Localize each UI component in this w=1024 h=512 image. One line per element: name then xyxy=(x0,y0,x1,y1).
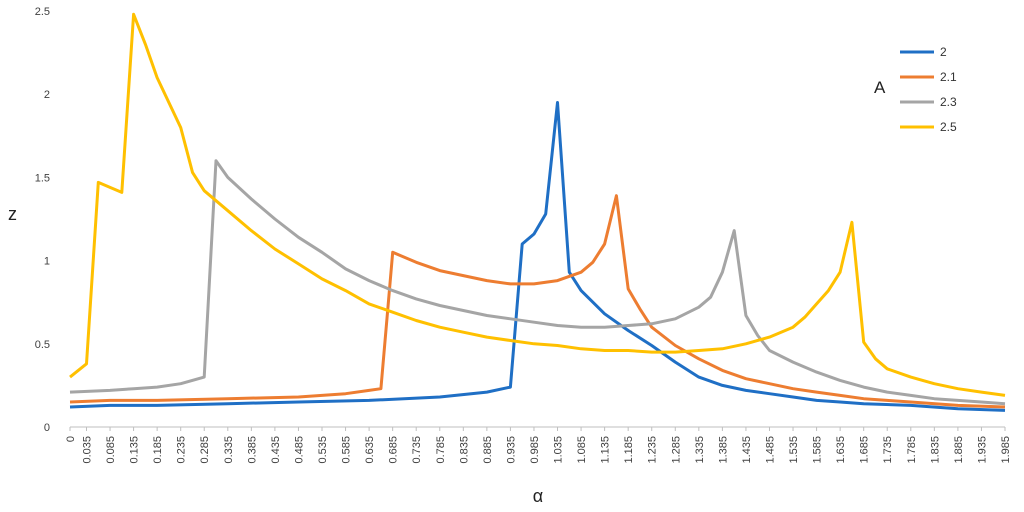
x-tick-label: 0.085 xyxy=(105,436,117,464)
series-line-2-3 xyxy=(69,159,1006,406)
x-tick-label: 0.235 xyxy=(176,436,188,464)
legend-label: 2 xyxy=(940,45,947,59)
x-tick-label: 1.535 xyxy=(788,436,800,464)
series-line-2-5 xyxy=(69,12,1006,397)
x-tick-label: 1.085 xyxy=(576,436,588,464)
y-tick-label: 1.5 xyxy=(35,172,50,184)
x-tick-label: 1.485 xyxy=(764,436,776,464)
x-tick-label: 0.835 xyxy=(458,436,470,464)
x-tick-label: 1.435 xyxy=(741,436,753,464)
legend-label: 2.1 xyxy=(940,70,957,84)
x-tick-label: 0.385 xyxy=(246,436,258,464)
x-tick-label: 0.935 xyxy=(505,436,517,464)
legend-label: 2.3 xyxy=(940,95,957,109)
x-tick-label: 0.685 xyxy=(388,436,400,464)
x-tick-label: 0.035 xyxy=(81,436,93,464)
y-tick-label: 2 xyxy=(44,89,50,101)
x-tick-label: 1.035 xyxy=(553,436,565,464)
y-tick-label: 0 xyxy=(44,422,50,434)
x-tick-label: 1.235 xyxy=(647,436,659,464)
x-tick-label: 1.285 xyxy=(670,436,682,464)
x-tick-label: 0.885 xyxy=(482,436,494,464)
x-tick-label: 1.935 xyxy=(976,436,988,464)
x-tick-label: 1.835 xyxy=(929,436,941,464)
x-tick-label: 1.635 xyxy=(835,436,847,464)
x-tick-label: 0.335 xyxy=(223,436,235,464)
series-line-2-1 xyxy=(69,194,1006,409)
x-tick-label: 0.585 xyxy=(341,436,353,464)
x-tick-label: 1.985 xyxy=(1000,436,1012,464)
y-tick-label: 1 xyxy=(44,256,50,268)
x-tick-label: 0.435 xyxy=(270,436,282,464)
x-tick-label: 1.885 xyxy=(953,436,965,464)
legend-title: A xyxy=(874,78,886,97)
x-tick-label: 0.135 xyxy=(129,436,141,464)
legend-label: 2.5 xyxy=(940,120,957,134)
legend: A 2 2.1 2.3 2.5 xyxy=(874,45,957,134)
series-line-2 xyxy=(69,101,1006,412)
x-tick-label: 0.185 xyxy=(152,436,164,464)
x-tick-label: 1.735 xyxy=(882,436,894,464)
x-tick-label: 0.635 xyxy=(364,436,376,464)
x-tick-label: 1.185 xyxy=(623,436,635,464)
x-axis-ticks: 0 0.035 0.085 0.135 0.185 0.235 0.285 0.335 0.38… xyxy=(65,427,1012,464)
x-tick-label: 1.785 xyxy=(906,436,918,464)
x-axis-title: α xyxy=(533,486,543,506)
x-tick-label: 0.735 xyxy=(411,436,423,464)
x-tick-label: 1.685 xyxy=(859,436,871,464)
x-tick-label: 1.335 xyxy=(694,436,706,464)
y-tick-label: 0.5 xyxy=(35,339,50,351)
x-tick-label: 0.285 xyxy=(199,436,211,464)
x-tick-label: 0.985 xyxy=(529,436,541,464)
y-axis-ticks: 0 0.5 1 1.5 2 2.5 xyxy=(35,6,50,434)
series-lines xyxy=(69,12,1006,412)
x-tick-label: 0.785 xyxy=(435,436,447,464)
x-tick-label: 0.485 xyxy=(293,436,305,464)
x-tick-label: 0.535 xyxy=(317,436,329,464)
y-axis-title: z xyxy=(8,204,17,224)
x-tick-label: 1.585 xyxy=(812,436,824,464)
x-tick-label: 1.385 xyxy=(717,436,729,464)
y-tick-label: 2.5 xyxy=(35,6,50,18)
x-tick-label: 0 xyxy=(65,436,77,442)
x-tick-label: 1.135 xyxy=(600,436,612,464)
